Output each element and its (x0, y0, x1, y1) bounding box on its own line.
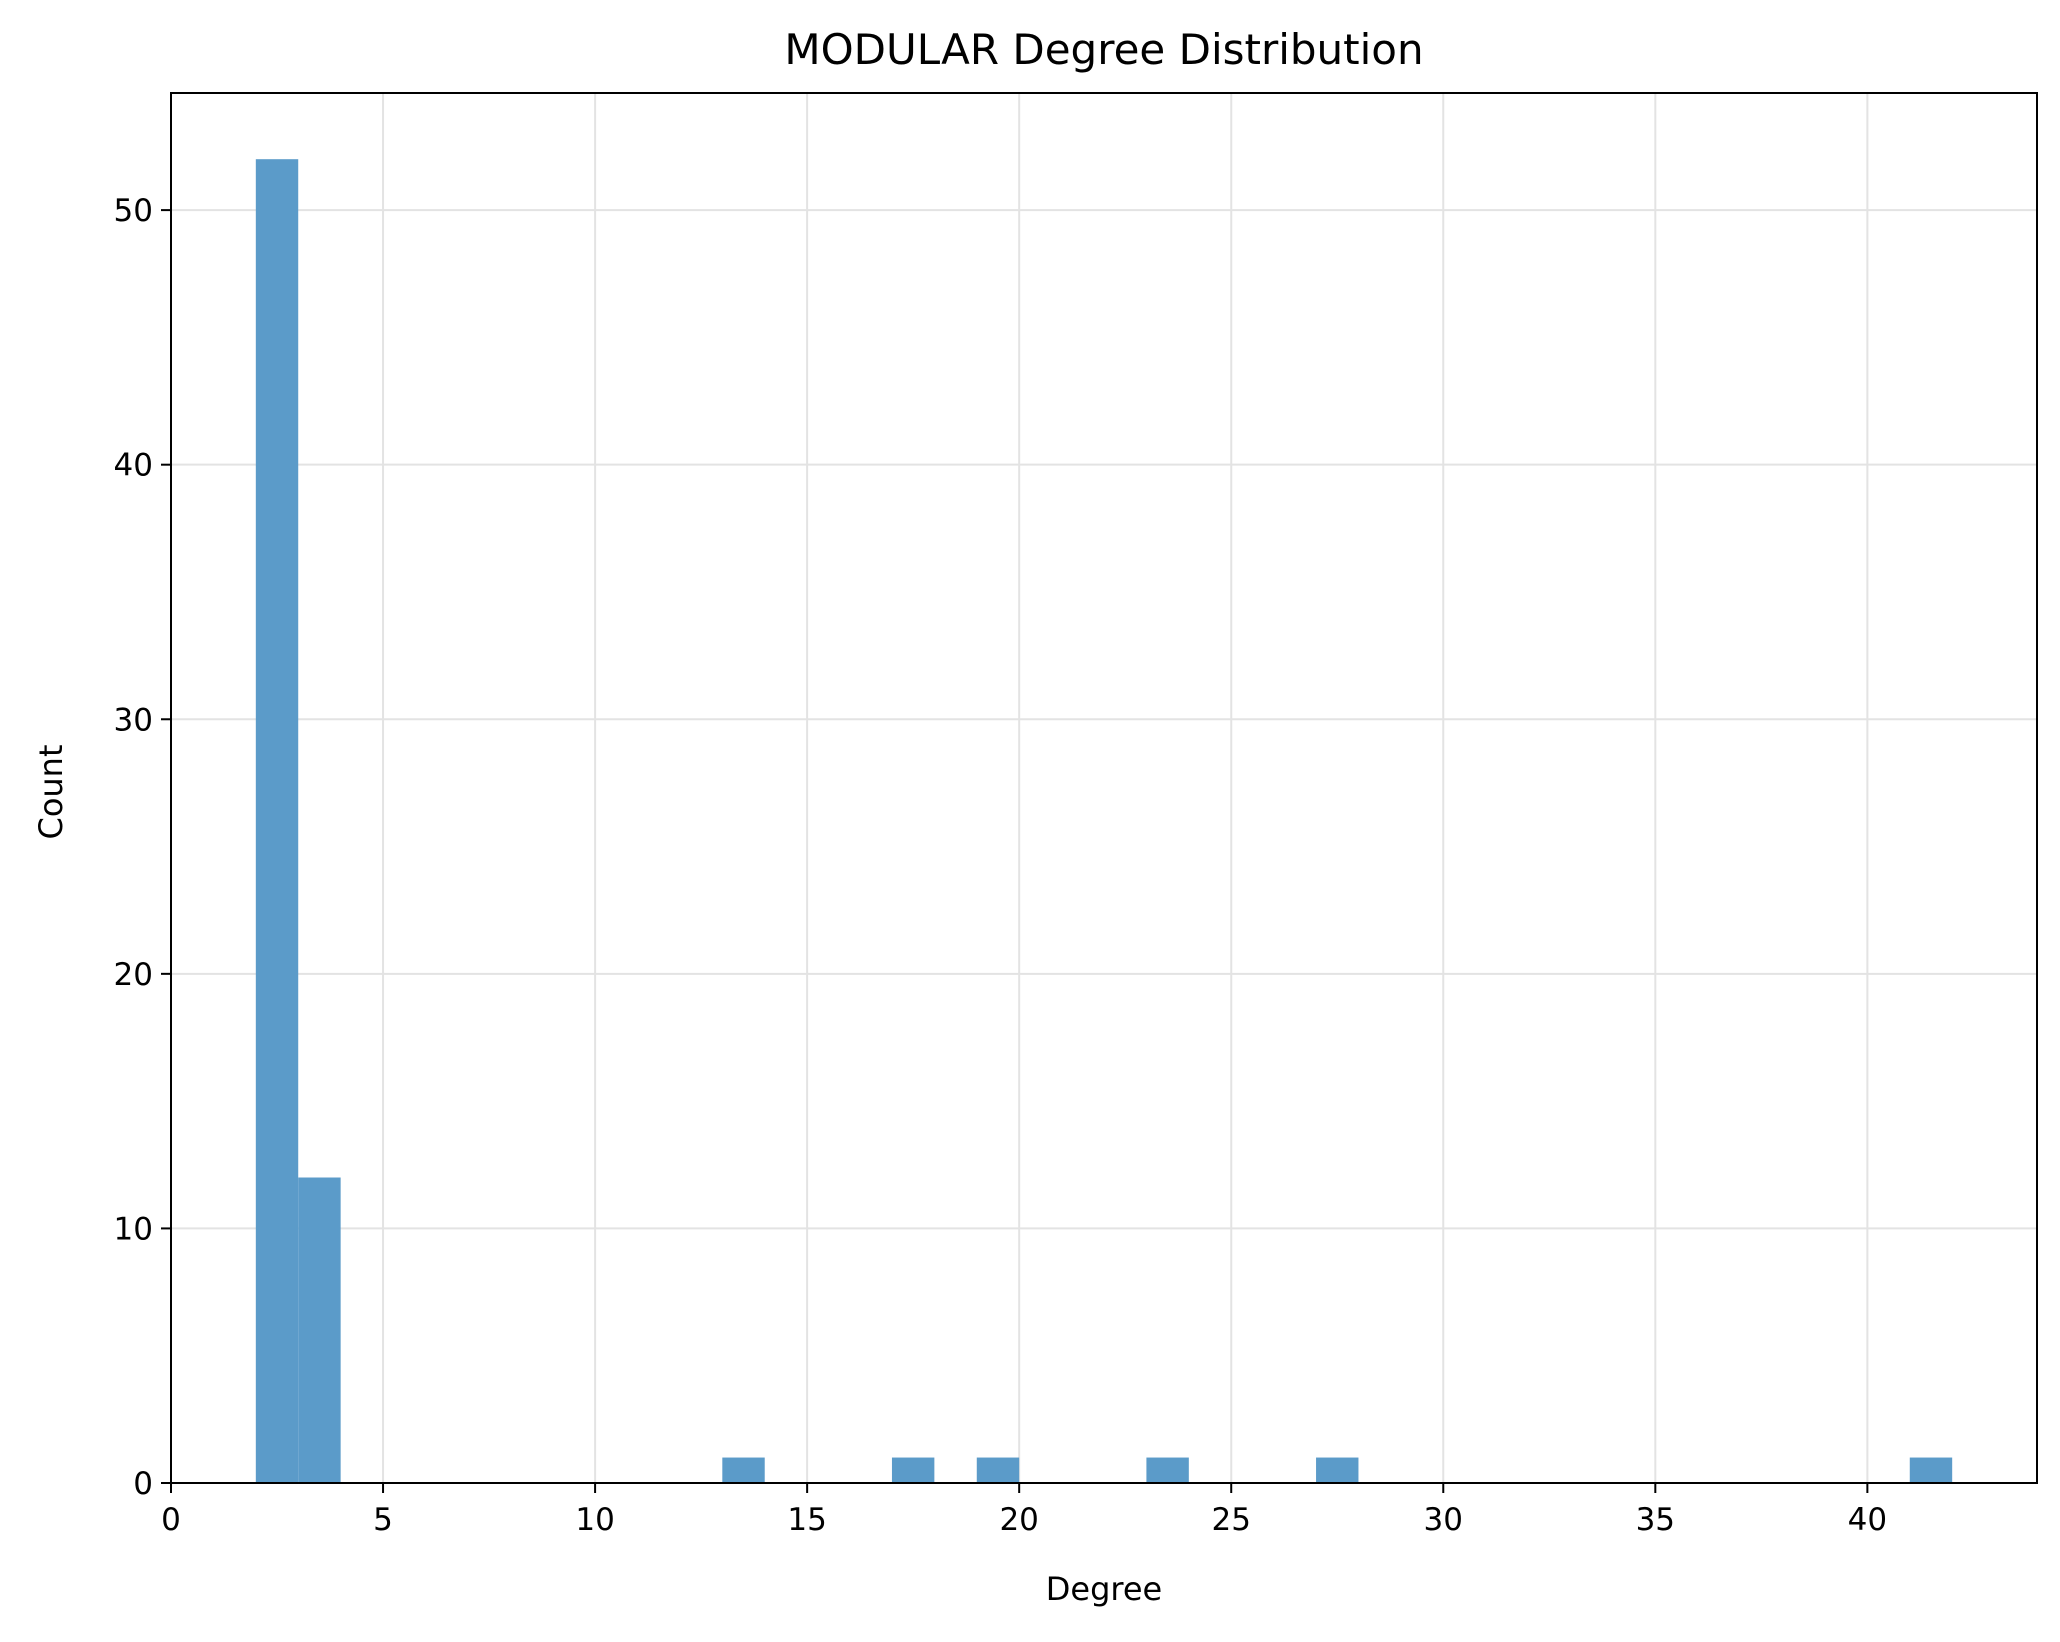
histogram-bar (298, 1177, 341, 1483)
y-tick-label: 20 (114, 957, 153, 993)
x-tick-label: 20 (999, 1502, 1038, 1538)
bars (255, 159, 1953, 1484)
y-axis-label: Count (32, 744, 70, 839)
x-axis-ticks: 0 5 10 15 20 25 30 35 40 (161, 1483, 1887, 1538)
histogram-bar (1316, 1457, 1359, 1483)
x-tick-label: 40 (1848, 1502, 1887, 1538)
y-tick-label: 0 (133, 1466, 153, 1502)
histogram-bar (1146, 1457, 1189, 1483)
y-tick-label: 50 (114, 193, 153, 229)
x-tick-label: 5 (373, 1502, 393, 1538)
histogram-bar (722, 1457, 765, 1483)
histogram-bar (976, 1457, 1020, 1483)
x-tick-label: 35 (1636, 1502, 1675, 1538)
plot-area-frame (170, 92, 2038, 1484)
x-axis-label: Degree (1046, 1570, 1162, 1608)
histogram-bar (255, 159, 299, 1484)
y-tick-label: 40 (114, 448, 153, 484)
y-axis-ticks: 0 10 20 30 40 50 (114, 193, 171, 1502)
x-tick-label: 0 (161, 1502, 181, 1538)
x-tick-label: 10 (575, 1502, 614, 1538)
y-tick-label: 30 (114, 702, 153, 738)
x-tick-label: 25 (1212, 1502, 1251, 1538)
chart-title: MODULAR Degree Distribution (784, 25, 1423, 74)
x-tick-label: 15 (787, 1502, 826, 1538)
histogram-bar (891, 1457, 935, 1483)
y-tick-label: 10 (114, 1211, 153, 1247)
x-tick-label: 30 (1424, 1502, 1463, 1538)
histogram-bar (1909, 1457, 1953, 1483)
